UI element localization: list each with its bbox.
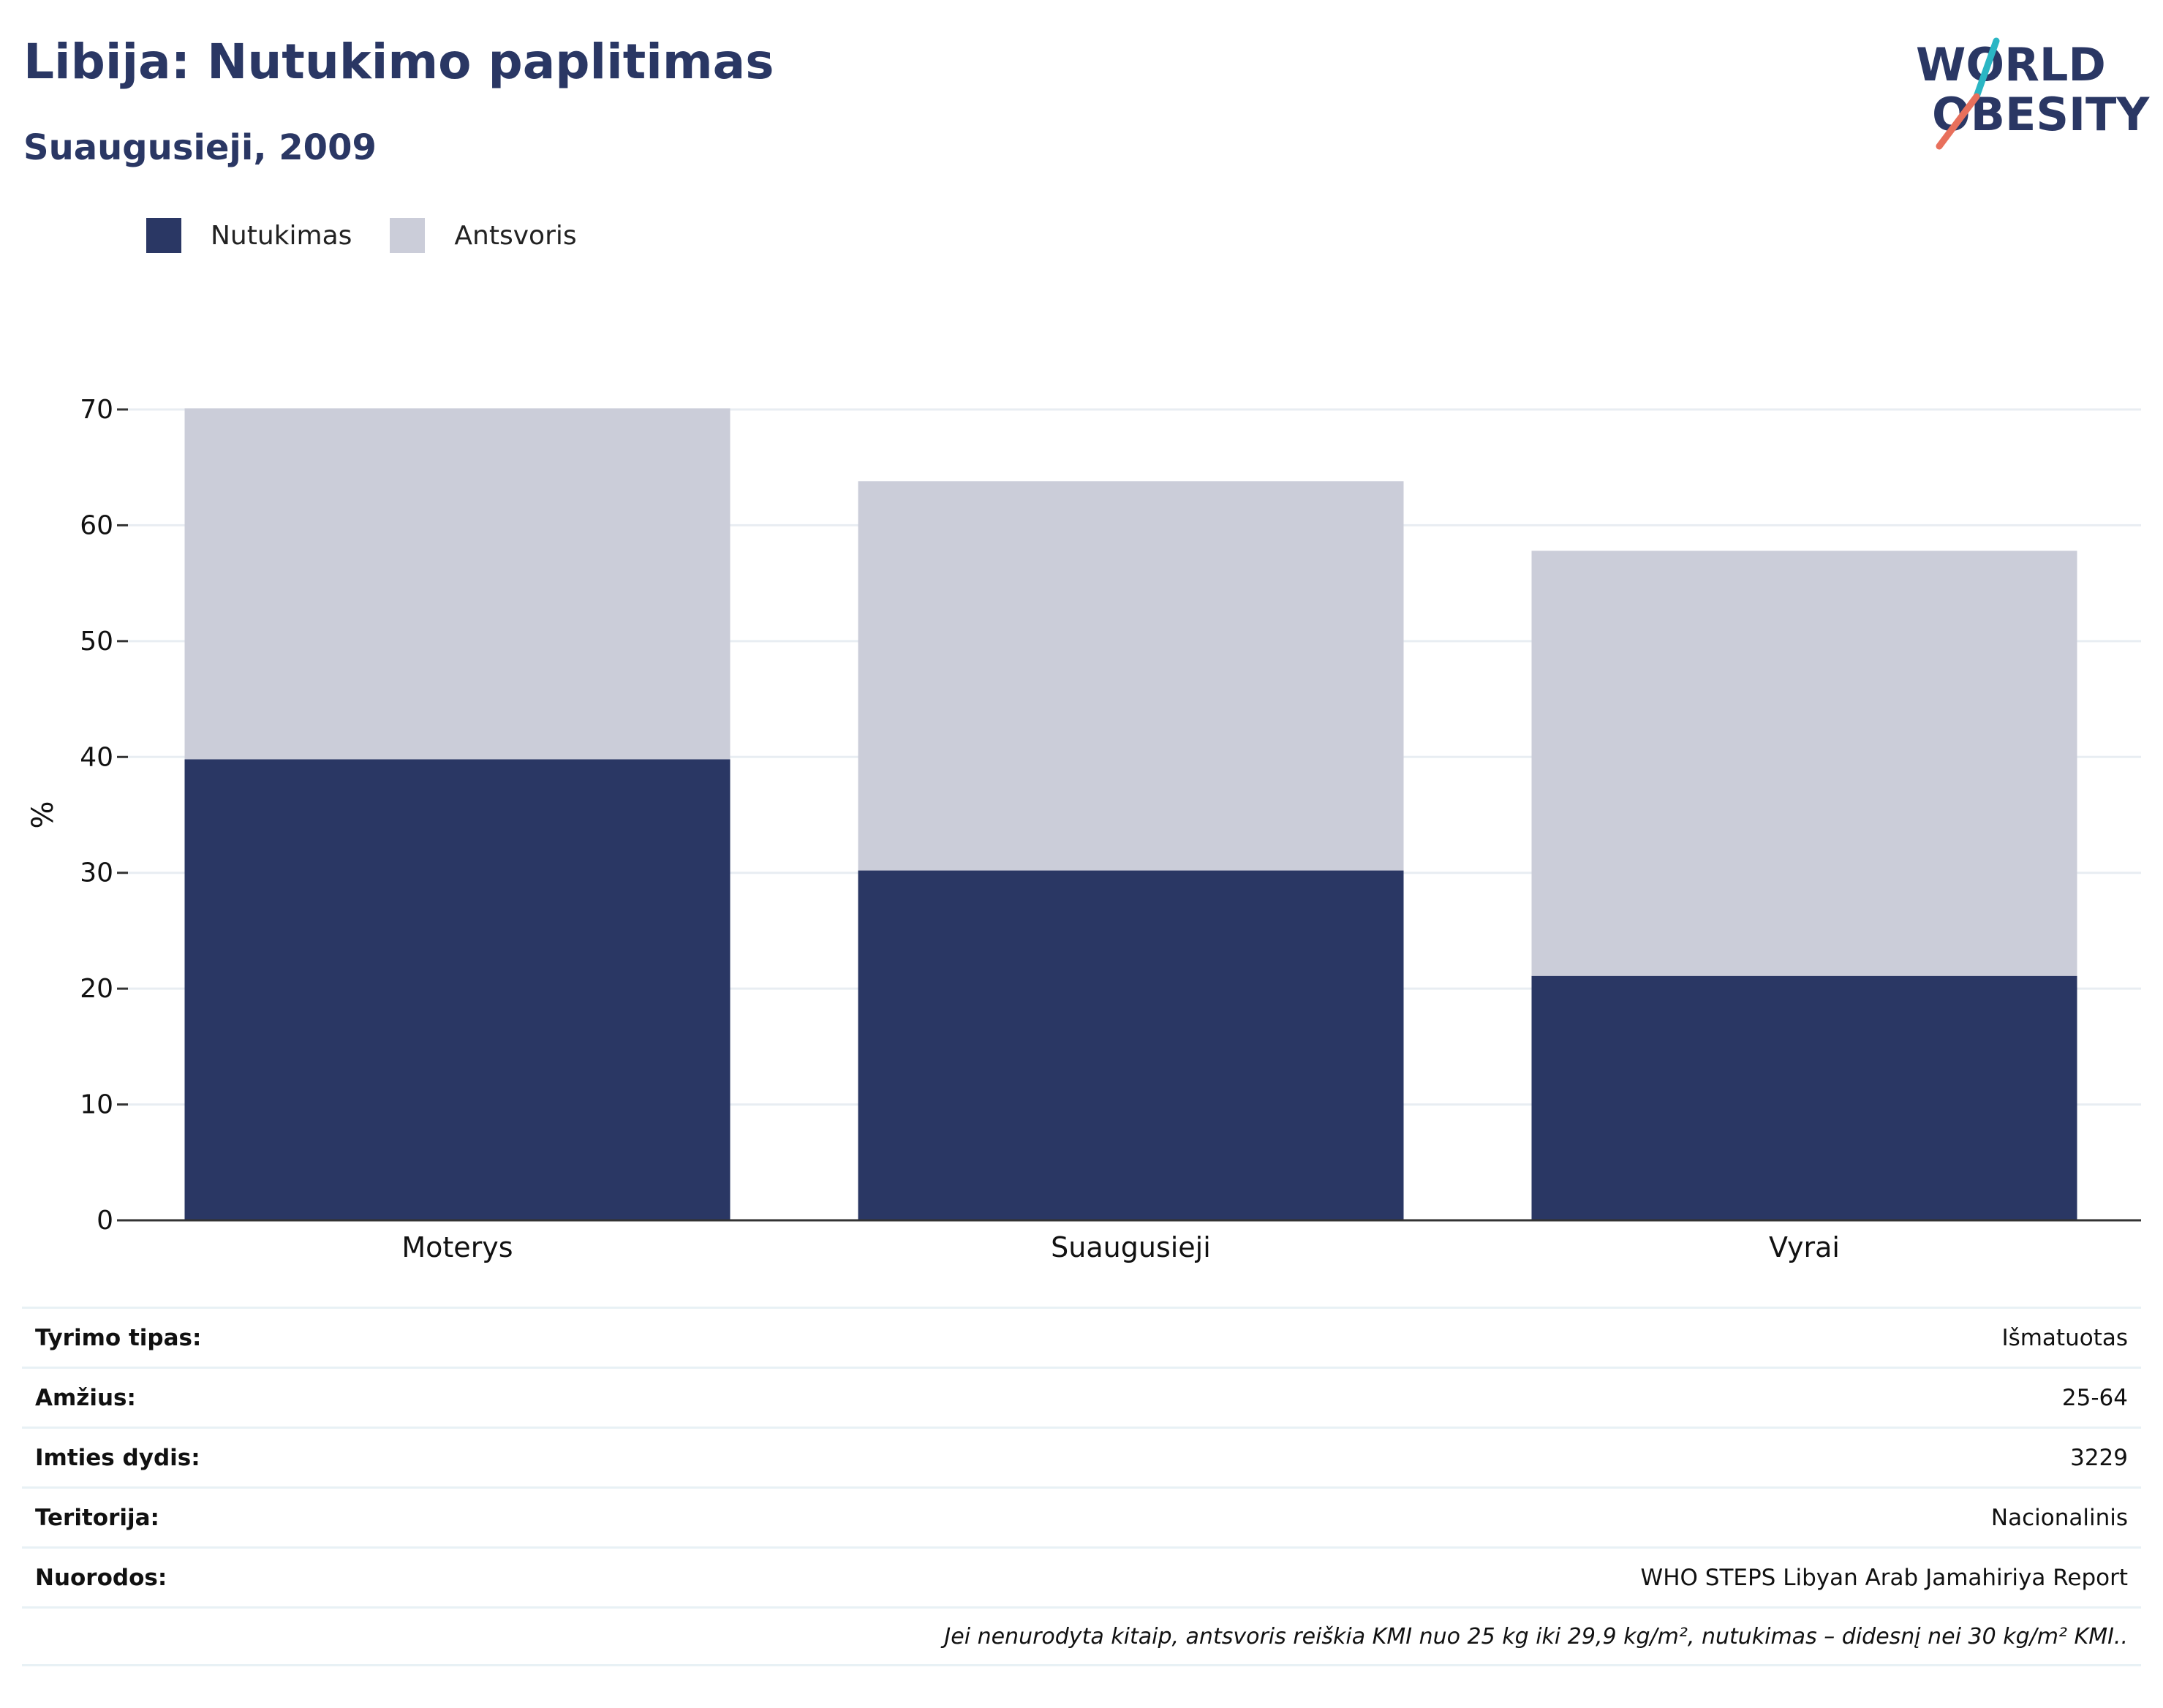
info-key: Nuorodos: — [35, 1564, 167, 1591]
info-value: 3229 — [2070, 1444, 2128, 1471]
bar-overweight — [1531, 551, 2077, 976]
bar-obesity — [1531, 975, 2077, 1220]
info-row-territory: Teritorija: Nacionalinis — [22, 1486, 2141, 1546]
info-key: Teritorija: — [35, 1504, 159, 1531]
legend-label-overweight: Antsvoris — [454, 220, 577, 251]
legend-swatch-overweight — [390, 218, 426, 253]
logo-slash-bottom — [1936, 93, 1980, 150]
stacked-bar-chart: 0 10 20 30 40 50 60 70 Moterys Suaugusieji Vyrai% — [26, 395, 2141, 1263]
info-key: Imties dydis: — [35, 1444, 200, 1471]
legend-item-obesity[interactable]: Nutukimas — [146, 218, 352, 253]
definition-note: Jei nenurodyta kitaip, antsvoris reiškia… — [944, 1623, 2128, 1650]
info-key: Amžius: — [35, 1384, 136, 1411]
y-tick-label: 50 — [80, 627, 113, 657]
info-value: 25-64 — [2061, 1384, 2128, 1411]
info-value: WHO STEPS Libyan Arab Jamahiriya Report — [1640, 1564, 2128, 1591]
info-row-references: Nuorodos: WHO STEPS Libyan Arab Jamahiri… — [22, 1546, 2141, 1606]
info-row-sample-size: Imties dydis: 3229 — [22, 1427, 2141, 1486]
y-tick-label: 0 — [97, 1206, 113, 1236]
info-value: Nacionalinis — [1990, 1504, 2128, 1531]
logo-line2: OBESITY — [1932, 88, 2150, 141]
world-obesity-logo: WORLD OBESITY — [1916, 37, 2150, 150]
bar-overweight — [184, 408, 731, 760]
y-tick-label: 60 — [80, 510, 113, 540]
y-tick-label: 10 — [80, 1090, 113, 1120]
bar-obesity — [184, 759, 731, 1220]
page-subtitle: Suaugusieji, 2009 — [23, 127, 377, 168]
y-tick-label: 20 — [80, 974, 113, 1004]
info-value: Išmatuotas — [2001, 1324, 2128, 1351]
bar-overweight — [858, 481, 1404, 871]
logo-line1: WORLD — [1916, 38, 2106, 91]
legend-swatch-obesity — [146, 218, 181, 253]
y-axis-label: % — [26, 801, 60, 828]
legend-item-overweight[interactable]: Antsvoris — [390, 218, 577, 253]
bar-obesity — [858, 870, 1404, 1220]
y-tick-label: 70 — [80, 395, 113, 425]
page-title: Libija: Nutukimo paplitimas — [23, 34, 774, 90]
legend-label-obesity: Nutukimas — [211, 220, 352, 251]
logo-slash-top — [1973, 37, 2000, 100]
info-row-survey-type: Tyrimo tipas: Išmatuotas — [22, 1307, 2141, 1367]
info-table: Tyrimo tipas: Išmatuotas Amžius: 25-64 I… — [22, 1307, 2141, 1666]
x-tick-label: Suaugusieji — [1051, 1231, 1211, 1263]
info-key: Tyrimo tipas: — [35, 1324, 202, 1351]
chart-legend: Nutukimas Antsvoris — [146, 216, 615, 254]
y-tick-label: 30 — [80, 858, 113, 888]
info-note-row: Jei nenurodyta kitaip, antsvoris reiškia… — [22, 1606, 2141, 1666]
info-row-age: Amžius: 25-64 — [22, 1367, 2141, 1427]
y-tick-label: 40 — [80, 742, 113, 772]
x-tick-label: Moterys — [401, 1231, 513, 1263]
x-tick-label: Vyrai — [1769, 1231, 1840, 1263]
